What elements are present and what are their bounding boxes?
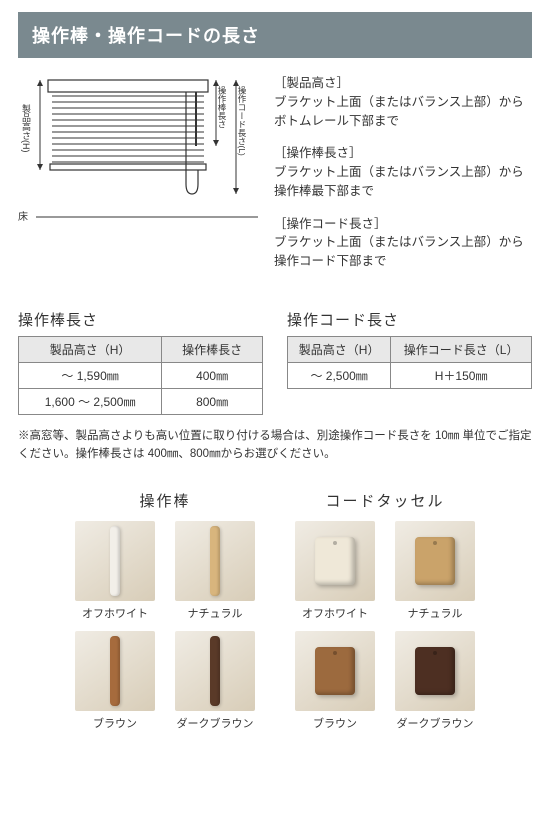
tassel-swatch-image	[295, 521, 375, 601]
table-row: 1,600 ～ 2,500㎜ 800㎜	[19, 388, 263, 414]
cord-length-table-block: 操作コード長さ 製品高さ（H） 操作コード長さ（L） ～ 2,500㎜ H＋15…	[287, 309, 532, 415]
footnote: ※高窓等、製品高さよりも高い位置に取り付ける場合は、別途操作コード長さを 10㎜…	[18, 427, 532, 464]
swatch-cell: ダークブラウン	[170, 631, 260, 731]
rod-sample	[210, 526, 220, 596]
diagram-label-rod: 操作棒長さ	[217, 85, 227, 128]
swatch-label: ダークブラウン	[390, 715, 480, 731]
rod-swatch-image	[175, 521, 255, 601]
table-cell: 800㎜	[162, 388, 263, 414]
swatch-cell: オフホワイト	[290, 521, 380, 621]
table-row: ～ 2,500㎜ H＋150㎜	[288, 362, 532, 388]
tables-row: 操作棒長さ 製品高さ（H） 操作棒長さ ～ 1,590㎜ 400㎜ 1,600 …	[18, 309, 532, 415]
tassel-swatch-image	[295, 631, 375, 711]
rod-swatch-image	[175, 631, 255, 711]
tassel-sample	[415, 537, 455, 585]
swatch-label: ブラウン	[290, 715, 380, 731]
table-cell: ～ 1,590㎜	[19, 362, 162, 388]
table-header: 製品高さ（H）	[19, 336, 162, 362]
rod-sample	[110, 526, 120, 596]
top-row: 製品高さ(H) 操作棒長さ 操作コード長さ(L) 床	[18, 74, 532, 285]
swatch-label: オフホワイト	[70, 605, 160, 621]
table-header: 製品高さ（H）	[288, 336, 391, 362]
definition-text: ブラケット上面（またはバランス上部）から操作コード下部まで	[274, 233, 532, 271]
rod-swatch-grid: オフホワイト ナチュラル ブラウン	[70, 521, 260, 731]
swatch-cell: オフホワイト	[70, 521, 160, 621]
tassel-sample	[315, 647, 355, 695]
swatch-label: ナチュラル	[390, 605, 480, 621]
swatch-cell: ダークブラウン	[390, 631, 480, 731]
definitions-column: ［製品高さ］ ブラケット上面（またはバランス上部）からボトムレール下部まで ［操…	[274, 74, 532, 285]
diagram-label-height: 製品高さ(H)	[21, 103, 31, 153]
definition-title: ［製品高さ］	[274, 74, 532, 93]
page-root: 操作棒・操作コードの長さ	[0, 0, 550, 751]
swatch-label: ブラウン	[70, 715, 160, 731]
cord-length-table: 製品高さ（H） 操作コード長さ（L） ～ 2,500㎜ H＋150㎜	[287, 336, 532, 389]
tassel-swatch-grid: オフホワイト ナチュラル ブラウン	[290, 521, 480, 731]
definition-title: ［操作棒長さ］	[274, 144, 532, 163]
swatches-row: 操作棒 オフホワイト ナチュラル	[18, 490, 532, 731]
tassel-swatch-image	[395, 521, 475, 601]
swatch-label: ダークブラウン	[170, 715, 260, 731]
rod-swatch-image	[75, 521, 155, 601]
definition-text: ブラケット上面（またはバランス上部）からボトムレール下部まで	[274, 93, 532, 131]
swatch-label: オフホワイト	[290, 605, 380, 621]
tassel-sample	[415, 647, 455, 695]
definition-block: ［操作コード長さ］ ブラケット上面（またはバランス上部）から操作コード下部まで	[274, 215, 532, 271]
table-cell: ～ 2,500㎜	[288, 362, 391, 388]
definition-text: ブラケット上面（またはバランス上部）から操作棒最下部まで	[274, 163, 532, 201]
definition-title: ［操作コード長さ］	[274, 215, 532, 234]
rod-sample	[110, 636, 120, 706]
section-title: 操作棒・操作コードの長さ	[32, 26, 260, 46]
table-cell: H＋150㎜	[391, 362, 532, 388]
rod-length-table-block: 操作棒長さ 製品高さ（H） 操作棒長さ ～ 1,590㎜ 400㎜ 1,600 …	[18, 309, 263, 415]
rod-sample	[210, 636, 220, 706]
table-header: 操作棒長さ	[162, 336, 263, 362]
rod-table-heading: 操作棒長さ	[18, 309, 263, 330]
rod-swatch-heading: 操作棒	[70, 490, 260, 511]
swatch-cell: ブラウン	[290, 631, 380, 731]
swatch-cell: ナチュラル	[170, 521, 260, 621]
swatch-cell: ブラウン	[70, 631, 160, 731]
diagram-label-cord: 操作コード長さ(L)	[237, 85, 247, 156]
tassel-sample	[315, 537, 355, 585]
swatch-cell: ナチュラル	[390, 521, 480, 621]
cord-table-heading: 操作コード長さ	[287, 309, 532, 330]
table-header: 操作コード長さ（L）	[391, 336, 532, 362]
rod-swatch-image	[75, 631, 155, 711]
table-cell: 400㎜	[162, 362, 263, 388]
rod-swatch-group: 操作棒 オフホワイト ナチュラル	[70, 490, 260, 731]
swatch-label: ナチュラル	[170, 605, 260, 621]
blind-diagram: 製品高さ(H) 操作棒長さ 操作コード長さ(L) 床	[18, 74, 258, 224]
table-cell: 1,600 ～ 2,500㎜	[19, 388, 162, 414]
tassel-swatch-heading: コードタッセル	[290, 490, 480, 511]
definition-block: ［操作棒長さ］ ブラケット上面（またはバランス上部）から操作棒最下部まで	[274, 144, 532, 200]
floor-label: 床	[18, 210, 28, 223]
table-row: ～ 1,590㎜ 400㎜	[19, 362, 263, 388]
diagram-column: 製品高さ(H) 操作棒長さ 操作コード長さ(L) 床	[18, 74, 258, 285]
definition-block: ［製品高さ］ ブラケット上面（またはバランス上部）からボトムレール下部まで	[274, 74, 532, 130]
tassel-swatch-group: コードタッセル オフホワイト ナチュラル	[290, 490, 480, 731]
section-title-bar: 操作棒・操作コードの長さ	[18, 12, 532, 58]
rod-length-table: 製品高さ（H） 操作棒長さ ～ 1,590㎜ 400㎜ 1,600 ～ 2,50…	[18, 336, 263, 415]
tassel-swatch-image	[395, 631, 475, 711]
